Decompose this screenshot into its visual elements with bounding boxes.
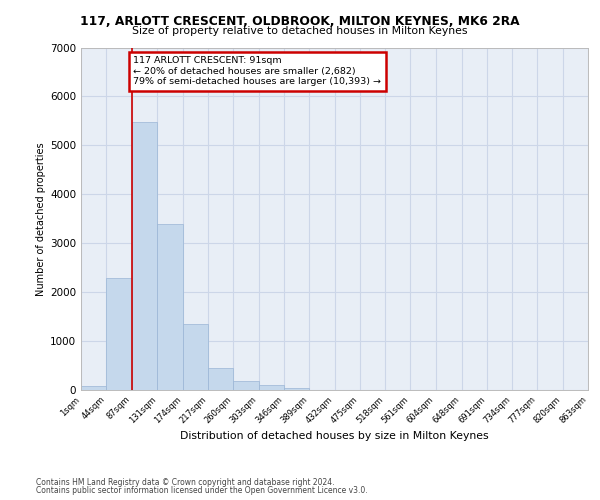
Bar [284,388,309,390]
Bar [157,224,183,390]
Bar [106,278,131,390]
Bar [183,324,208,390]
Text: 117, ARLOTT CRESCENT, OLDBROOK, MILTON KEYNES, MK6 2RA: 117, ARLOTT CRESCENT, OLDBROOK, MILTON K… [80,15,520,28]
Text: 117 ARLOTT CRESCENT: 91sqm
← 20% of detached houses are smaller (2,682)
79% of s: 117 ARLOTT CRESCENT: 91sqm ← 20% of deta… [133,56,382,86]
Bar [81,386,106,390]
Text: Size of property relative to detached houses in Milton Keynes: Size of property relative to detached ho… [132,26,468,36]
Bar [131,122,157,390]
Bar [259,385,284,390]
Bar [208,368,233,390]
Text: Contains public sector information licensed under the Open Government Licence v3: Contains public sector information licen… [36,486,368,495]
Y-axis label: Number of detached properties: Number of detached properties [36,142,46,296]
Text: Contains HM Land Registry data © Crown copyright and database right 2024.: Contains HM Land Registry data © Crown c… [36,478,335,487]
Bar [233,382,259,390]
X-axis label: Distribution of detached houses by size in Milton Keynes: Distribution of detached houses by size … [180,431,489,441]
